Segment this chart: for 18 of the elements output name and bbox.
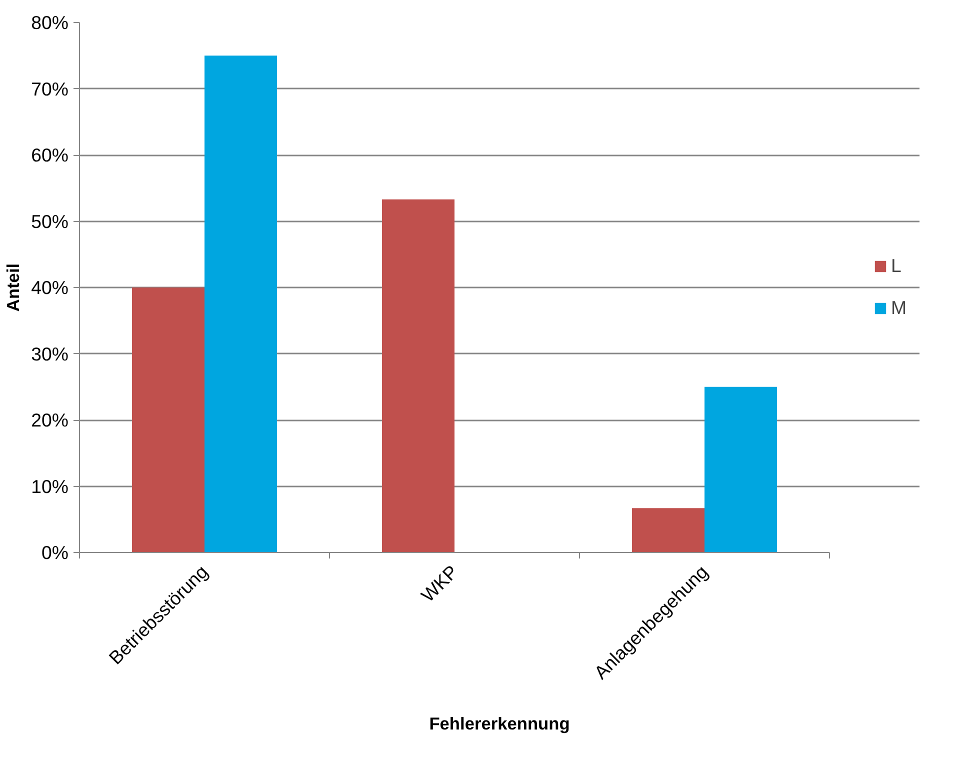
- bar: [632, 508, 704, 552]
- y-tick-label: 80%: [31, 12, 69, 33]
- y-tick-label: 70%: [31, 78, 69, 100]
- bar: [382, 199, 454, 552]
- bar: [704, 386, 777, 552]
- y-tick-label: 0%: [42, 542, 69, 563]
- y-tick-label: 10%: [31, 476, 69, 497]
- bar: [204, 56, 277, 552]
- y-tick-label: 40%: [31, 277, 69, 298]
- y-tick-label: 30%: [31, 343, 69, 364]
- legend-label: L: [891, 255, 902, 277]
- x-axis-title: Fehlererkennung: [429, 713, 570, 734]
- y-tick-label: 20%: [31, 410, 69, 430]
- y-tick-label: 60%: [31, 144, 69, 166]
- y-tick-label: 50%: [31, 210, 69, 232]
- legend-label: M: [891, 297, 908, 319]
- y-axis-title: Anteil: [3, 263, 24, 312]
- bar: [132, 288, 204, 552]
